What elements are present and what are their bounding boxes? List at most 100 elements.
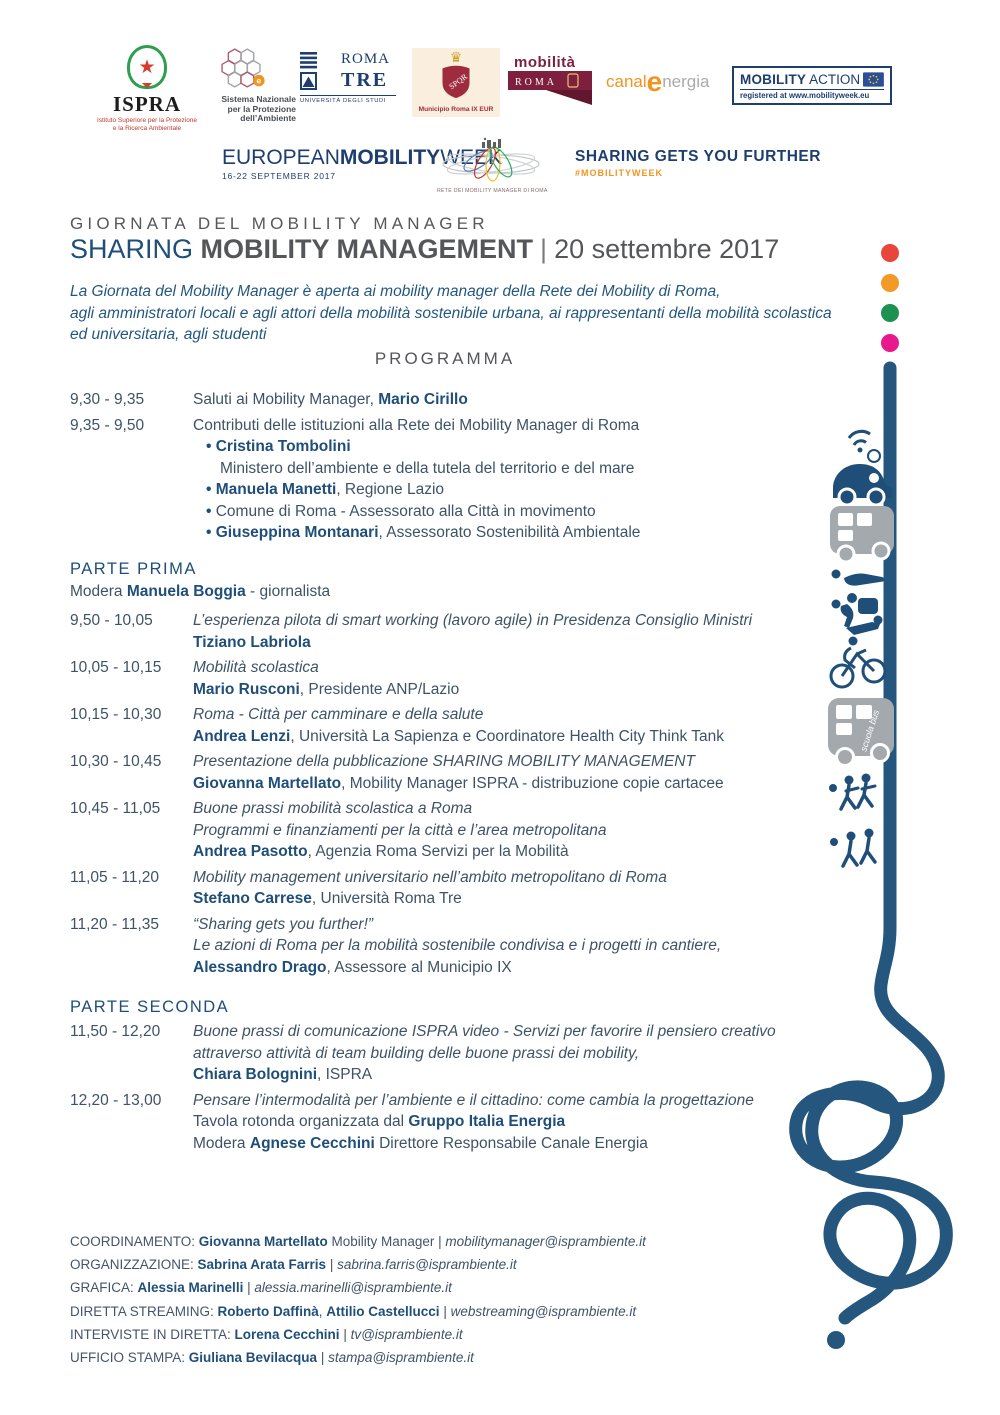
rete-caption: RETE DEI MOBILITY MANAGER DI ROMA [437, 188, 548, 194]
ispra-caption-2: e la Ricerca Ambientale [112, 125, 182, 132]
session-content: Mobility management universitario nell’a… [193, 867, 832, 910]
program-list: 9,30 - 9,35 Saluti ai Mobility Manager, … [70, 389, 832, 1158]
canale-energia-logo: canalenergia [606, 68, 710, 96]
title-mobility-management: MOBILITY MANAGEMENT [200, 234, 534, 264]
spqr-shield-icon: SPQR [442, 65, 470, 99]
text-segment: | [326, 1257, 338, 1273]
slogan-hashtag: #MOBILITYWEEK [575, 168, 664, 178]
text-segment: , Università La Sapienza e Coordinatore … [290, 727, 724, 745]
skater-icon [831, 569, 885, 586]
journey-line [789, 361, 953, 1325]
slogan-line: SHARING GETS YOU FURTHER [575, 148, 821, 165]
star-icon: ★ [138, 56, 156, 78]
text-segment: Buone prassi mobilità scolastica a Roma [193, 800, 473, 817]
text-segment: Roma - Città per camminare e della salut… [193, 706, 484, 723]
session-line: Andrea Pasotto, Agenzia Roma Servizi per… [193, 841, 832, 863]
session-line: Contributi delle istituzioni alla Rete d… [193, 415, 832, 437]
session-content: “Sharing gets you further!” Le azioni di… [193, 914, 832, 979]
text-segment: Gruppo Italia Energia [408, 1113, 566, 1130]
program-row: 10,15 - 10,30 Roma - Città per camminare… [70, 704, 832, 747]
text-segment: “Sharing gets you further!” [193, 915, 374, 933]
session-line: L’esperienza pilota di smart working (la… [193, 610, 832, 632]
magenta-dot [881, 334, 899, 352]
ispra-caption-1: Istituto Superiore per la Protezione [96, 117, 198, 124]
program-row: 10,05 - 10,15 Mobilità scolastica Mario … [70, 657, 832, 700]
hexagon-cluster-icon: e [221, 48, 265, 88]
credits-block: COORDINAMENTO: Giovanna Martellato Mobil… [70, 1230, 810, 1369]
session-line: • Comune di Roma - Assessorato alla Citt… [193, 501, 832, 523]
session-line: Buone prassi mobilità scolastica a Roma [193, 798, 832, 820]
program-row: 10,30 - 10,45 Presentazione della pubbli… [70, 751, 832, 794]
session-content: Pensare l’intermodalità per l’ambiente e… [193, 1090, 832, 1155]
moderator-line: Modera Manuela Boggia - giornalista [70, 581, 832, 603]
session-line: Pensare l’intermodalità per l’ambiente e… [193, 1090, 832, 1112]
roma-tre-caption: UNIVERSITÀ DEGLI STUDI [300, 95, 396, 104]
text-segment: Mario Cirillo [378, 391, 468, 408]
roma-ribbon-icon: ROMA [508, 71, 592, 105]
session-line: “Sharing gets you further!” [193, 914, 832, 936]
text-segment: Mario Rusconi [193, 680, 300, 698]
session-line: Mobilità scolastica [193, 657, 832, 679]
text-segment: Agnese Cecchini [249, 1134, 375, 1152]
text-segment: Buone prassi di comunicazione ISPRA vide… [193, 1023, 776, 1040]
text-segment: sabrina.farris@isprambiente.it [337, 1257, 517, 1273]
municipio-roma-ix-logo: ♛ SPQR Municipio Roma IX EUR [412, 48, 500, 117]
text-segment: • [206, 438, 216, 455]
text-segment: Giuseppina Montanari [215, 524, 379, 541]
session-time: 11,50 - 12,20 [70, 1023, 161, 1040]
credit-line: GRAFICA: Alessia Marinelli | alessia.mar… [70, 1276, 810, 1299]
session-content: Contributi delle istituzioni alla Rete d… [193, 415, 832, 544]
emw-part-2: MOBILITY [339, 146, 441, 169]
session-line: Buone prassi di comunicazione ISPRA vide… [193, 1021, 832, 1043]
text-segment: stampa@isprambiente.it [328, 1350, 474, 1366]
canale-part-2: nergia [662, 72, 710, 91]
session-line: Mobility management universitario nell’a… [193, 867, 832, 889]
text-segment: | [243, 1280, 255, 1296]
text-segment: , Regione Lazio [336, 481, 445, 498]
text-segment: COORDINAMENTO: [70, 1234, 199, 1249]
text-segment: Alessia Marinelli [137, 1280, 244, 1296]
session-line: Le azioni di Roma per la mobilità sosten… [193, 935, 832, 957]
text-segment: Programmi e finanziamenti per la città e… [193, 821, 607, 839]
session-content: Buone prassi di comunicazione ISPRA vide… [193, 1021, 832, 1086]
session-line: Saluti ai Mobility Manager, Mario Cirill… [193, 389, 832, 411]
text-segment: Ministero dell’ambiente e della tutela d… [220, 459, 635, 477]
session-time: 10,45 - 11,05 [70, 800, 161, 817]
program-heading: PROGRAMMA [374, 349, 516, 368]
text-segment: Cristina Tombolini [215, 438, 351, 455]
text-segment: • [206, 502, 216, 520]
session-line: Andrea Lenzi, Università La Sapienza e C… [193, 726, 832, 748]
school-bus-icon: scuola bus [828, 698, 894, 767]
ispra-name: ISPRA [112, 92, 181, 116]
session-time: 9,35 - 9,50 [70, 416, 145, 434]
snpa-accent: e [256, 76, 261, 86]
program-row: 11,50 - 12,20 Buone prassi di comunicazi… [70, 1021, 832, 1086]
text-segment: Sabrina Arata Farris [197, 1257, 327, 1273]
text-segment: Mobility management universitario nell’a… [193, 868, 667, 886]
program-row: 9,50 - 10,05 L’esperienza pilota di smar… [70, 610, 832, 653]
session-line: Tiziano Labriola [193, 632, 832, 654]
text-segment: Modera [193, 1134, 250, 1152]
program-row: 11,20 - 11,35 “Sharing gets you further!… [70, 914, 832, 979]
european-mobility-week-logo: EUROPEANMOBILITYWEEK 16-22 SEPTEMBER 201… [222, 146, 502, 181]
intro-paragraph: La Giornata del Mobility Manager è apert… [70, 281, 840, 346]
text-segment: ORGANIZZAZIONE: [70, 1257, 198, 1273]
text-segment: , Assessore al Municipio IX [326, 958, 512, 976]
session-content: Presentazione della pubblicazione SHARIN… [193, 751, 832, 794]
text-segment: Giovanna Martellato [198, 1234, 328, 1249]
session-line: Chiara Bolognini, ISPRA [193, 1064, 832, 1086]
text-segment: • [206, 524, 216, 541]
text-segment: Tiziano Labriola [193, 633, 311, 651]
credit-line: DIRETTA STREAMING: Roberto Daffinà, Atti… [70, 1300, 810, 1323]
mobility-action-caption: registered at www.mobilityweek.eu [740, 91, 870, 100]
eu-flag-icon [863, 72, 884, 87]
session-time: 10,15 - 10,30 [70, 706, 162, 723]
session-line: Roma - Città per camminare e della salut… [193, 704, 832, 726]
snpa-logo: e Sistema Nazionale per la Protezione de… [170, 46, 312, 124]
roma-tre-logo: ROMA TRE UNIVERSITÀ DEGLI STUDI [300, 52, 396, 104]
session-line: Stefano Carrese, Università Roma Tre [193, 888, 832, 910]
session-line: Modera Agnese Cecchini Direttore Respons… [193, 1133, 832, 1155]
text-segment: Manuela Boggia [126, 582, 246, 600]
session-line: attraverso attività di team building del… [193, 1043, 832, 1065]
